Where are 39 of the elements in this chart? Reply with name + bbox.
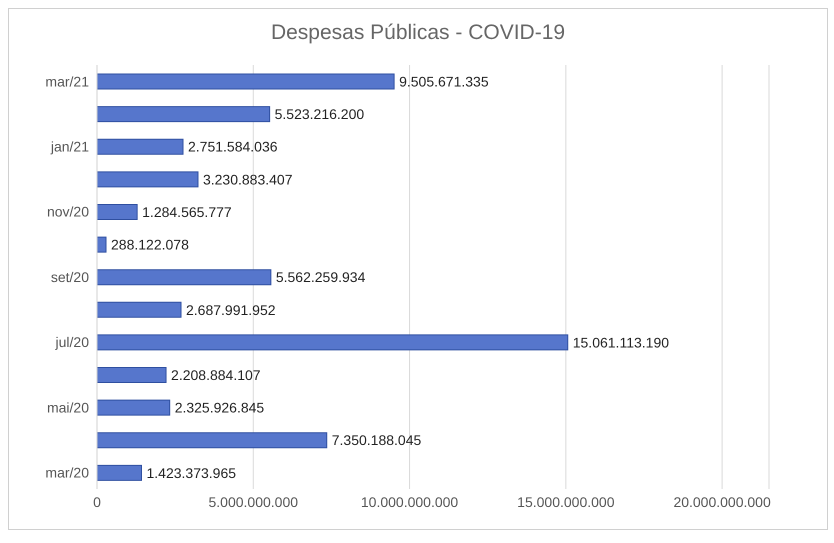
x-tick-label: 15.000.000.000 xyxy=(517,494,615,510)
bar xyxy=(97,204,138,220)
y-tick-label: mar/21 xyxy=(45,73,90,90)
y-tick-label: mai/20 xyxy=(46,399,90,416)
x-tick-label: 0 xyxy=(93,494,102,510)
x-tick-label: 10.000.000.000 xyxy=(360,494,458,510)
bar xyxy=(97,432,328,448)
bar xyxy=(97,74,395,90)
data-label: 15.061.113.190 xyxy=(572,334,670,350)
bar xyxy=(97,236,107,253)
x-tick-label: 5.000.000.000 xyxy=(208,494,298,510)
data-label: 2.325.926.845 xyxy=(174,400,264,416)
data-label: 9.505.671.335 xyxy=(399,73,489,90)
data-label: 5.562.259.934 xyxy=(276,269,366,286)
x-tick-label: 20.000.000.000 xyxy=(673,494,771,510)
data-label: 2.687.991.952 xyxy=(186,302,276,318)
bar xyxy=(97,106,270,122)
y-tick-label: nov/20 xyxy=(46,204,90,220)
data-label: 1.423.373.965 xyxy=(146,464,236,481)
bar xyxy=(97,400,170,416)
y-tick-label: mar/20 xyxy=(45,464,90,481)
bar xyxy=(97,138,184,155)
bar xyxy=(97,171,198,188)
data-label: 2.751.584.036 xyxy=(188,138,278,155)
bar xyxy=(97,334,568,350)
y-tick-label: jan/21 xyxy=(50,138,90,155)
bar xyxy=(97,464,142,481)
data-label: 2.208.884.107 xyxy=(171,367,261,384)
bar xyxy=(97,302,182,318)
data-label: 5.523.216.200 xyxy=(274,106,364,122)
data-label: 7.350.188.045 xyxy=(332,432,422,448)
data-label: 3.230.883.407 xyxy=(202,171,293,188)
data-label: 288.122.078 xyxy=(111,236,190,253)
data-label: 1.284.565.777 xyxy=(142,204,232,220)
chart-title: Despesas Públicas - COVID-19 xyxy=(270,21,566,46)
y-tick-label: jul/20 xyxy=(54,334,90,350)
y-tick-label: set/20 xyxy=(50,268,90,285)
bar xyxy=(97,269,272,286)
bar xyxy=(97,367,167,384)
